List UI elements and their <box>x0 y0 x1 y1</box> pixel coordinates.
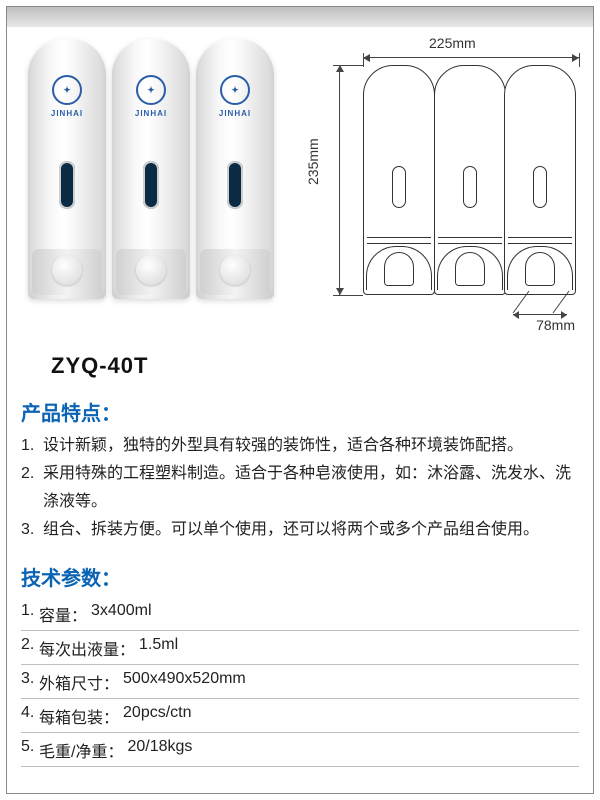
feature-text: 组合、拆装方便。可以单个使用，还可以将两个或多个产品组合使用。 <box>43 516 579 544</box>
diagram-rib <box>508 237 572 238</box>
spec-label: 每箱包装： <box>39 704 119 728</box>
dispenser-unit: ✦ JINHAI <box>28 39 106 299</box>
feature-item: 1. 设计新颖，独特的外型具有较强的装饰性，适合各种环境装饰配搭。 <box>21 432 579 460</box>
dim-ext-line <box>579 53 580 67</box>
product-photo: ✦ JINHAI ✦ JINHAI ✦ JINHAI <box>21 35 281 315</box>
brand-text: JINHAI <box>112 109 190 118</box>
dim-depth-line <box>513 314 567 315</box>
spec-label: 容量： <box>39 602 87 626</box>
features-list: 1. 设计新颖，独特的外型具有较强的装饰性，适合各种环境装饰配搭。 2. 采用特… <box>21 432 579 544</box>
feature-number: 2. <box>21 460 43 516</box>
spec-value: 20/18kgs <box>127 738 192 762</box>
dim-width-line <box>363 57 579 58</box>
spec-value: 3x400ml <box>91 602 151 626</box>
diagram-rib <box>508 243 572 244</box>
diagram-rib <box>438 243 502 244</box>
spec-number: 3. <box>21 670 39 694</box>
diagram-units <box>363 65 576 295</box>
diagram-unit <box>504 65 576 295</box>
spec-row: 5. 毛重/净重： 20/18kgs <box>21 733 579 767</box>
pump-button-icon <box>52 255 82 285</box>
pump-button-icon <box>220 255 250 285</box>
diagram-window <box>463 166 477 208</box>
diagram-rib <box>367 243 431 244</box>
level-window <box>227 161 243 209</box>
figure-row: ✦ JINHAI ✦ JINHAI ✦ JINHAI <box>21 35 579 335</box>
brand-logo-icon: ✦ <box>220 75 250 105</box>
spec-number: 1. <box>21 602 39 626</box>
diagram-button <box>455 252 485 286</box>
dispenser-unit: ✦ JINHAI <box>112 39 190 299</box>
pump-button-icon <box>136 255 166 285</box>
spec-number: 5. <box>21 738 39 762</box>
spec-number: 2. <box>21 636 39 660</box>
diagram-rib <box>438 237 502 238</box>
dimension-diagram: 225mm 235mm <box>299 35 579 335</box>
dim-depth-label: 78mm <box>536 317 575 333</box>
diagram-button <box>525 252 555 286</box>
spec-value: 500x490x520mm <box>123 670 246 694</box>
diagram-unit <box>434 65 506 295</box>
model-number: ZYQ-40T <box>51 353 579 379</box>
brand-text: JINHAI <box>28 109 106 118</box>
brand-text: JINHAI <box>196 109 274 118</box>
spec-row: 2. 每次出液量： 1.5ml <box>21 631 579 665</box>
brand-logo-icon: ✦ <box>52 75 82 105</box>
feature-number: 3. <box>21 516 43 544</box>
diagram-window <box>392 166 406 208</box>
specs-heading: 技术参数： <box>21 562 579 591</box>
page-frame: ✦ JINHAI ✦ JINHAI ✦ JINHAI <box>6 6 594 794</box>
spec-label: 外箱尺寸： <box>39 670 119 694</box>
content-area: ✦ JINHAI ✦ JINHAI ✦ JINHAI <box>7 27 593 781</box>
brand-logo-icon: ✦ <box>136 75 166 105</box>
feature-text: 设计新颖，独特的外型具有较强的装饰性，适合各种环境装饰配搭。 <box>43 432 579 460</box>
specs-table: 1. 容量： 3x400ml 2. 每次出液量： 1.5ml 3. 外箱尺寸： … <box>21 597 579 767</box>
feature-text: 采用特殊的工程塑料制造。适合于各种皂液使用，如：沐浴露、洗发水、洗涤液等。 <box>43 460 579 516</box>
spec-label: 每次出液量： <box>39 636 135 660</box>
spec-label: 毛重/净重： <box>39 738 123 762</box>
feature-item: 3. 组合、拆装方便。可以单个使用，还可以将两个或多个产品组合使用。 <box>21 516 579 544</box>
spec-row: 3. 外箱尺寸： 500x490x520mm <box>21 665 579 699</box>
diagram-rib <box>367 237 431 238</box>
feature-item: 2. 采用特殊的工程塑料制造。适合于各种皂液使用，如：沐浴露、洗发水、洗涤液等。 <box>21 460 579 516</box>
spec-value: 1.5ml <box>139 636 178 660</box>
diagram-button <box>384 252 414 286</box>
spec-number: 4. <box>21 704 39 728</box>
dispenser-unit: ✦ JINHAI <box>196 39 274 299</box>
features-heading: 产品特点： <box>21 397 579 426</box>
dim-height-label: 235mm <box>305 138 321 185</box>
top-gradient-band <box>7 7 593 27</box>
spec-row: 1. 容量： 3x400ml <box>21 597 579 631</box>
diagram-window <box>533 166 547 208</box>
feature-number: 1. <box>21 432 43 460</box>
level-window <box>59 161 75 209</box>
spec-row: 4. 每箱包装： 20pcs/ctn <box>21 699 579 733</box>
diagram-unit <box>363 65 435 295</box>
level-window <box>143 161 159 209</box>
dim-ext-line <box>333 295 363 296</box>
dim-width-label: 225mm <box>429 35 476 51</box>
dim-ext-line <box>333 65 363 66</box>
spec-value: 20pcs/ctn <box>123 704 191 728</box>
dim-height-line <box>339 65 340 295</box>
